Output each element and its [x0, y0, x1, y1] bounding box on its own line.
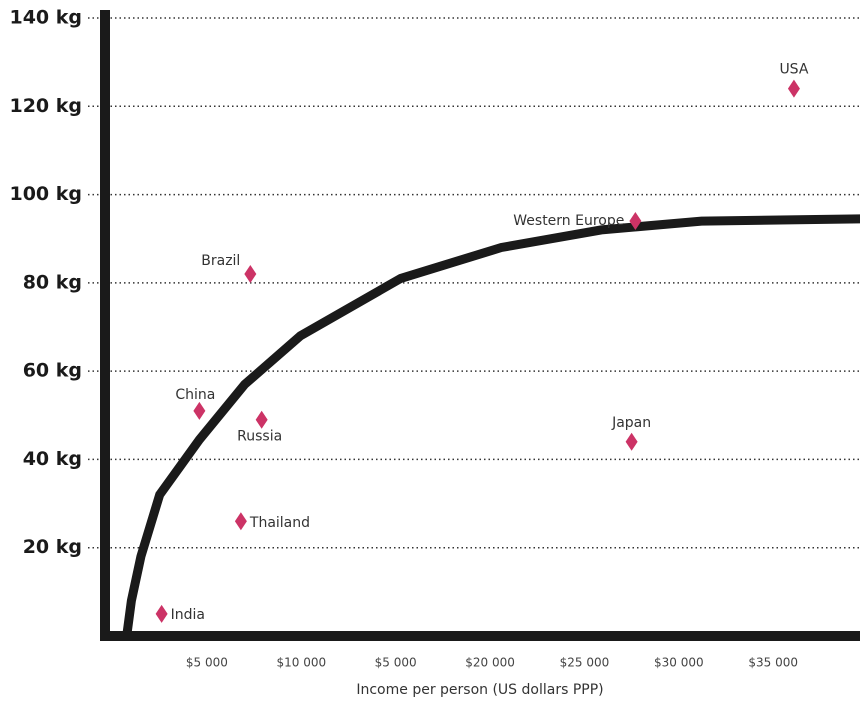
point-label: USA — [779, 62, 808, 78]
point-label: Russia — [237, 429, 282, 445]
x-tick-label: $20 000 — [465, 656, 515, 670]
point-label: Western Europe — [513, 213, 624, 229]
point-label: Brazil — [201, 253, 240, 269]
point-label: China — [175, 387, 215, 403]
point — [629, 212, 642, 231]
y-tick-label: 120 kg — [9, 95, 82, 117]
x-axis-label: Income per person (US dollars PPP) — [356, 682, 603, 698]
x-tick-label: $35 000 — [748, 656, 798, 670]
point — [234, 512, 247, 531]
point-label: India — [171, 607, 205, 623]
y-tick-label: 140 kg — [9, 7, 82, 29]
y-tick-label: 40 kg — [23, 448, 82, 470]
x-tick-label: $10 000 — [276, 656, 326, 670]
point — [244, 265, 257, 284]
x-tick-label: $5 000 — [186, 656, 228, 670]
y-tick-label: 80 kg — [23, 271, 82, 293]
x-tick-label: $5 000 — [375, 656, 417, 670]
y-tick-label: 20 kg — [23, 536, 82, 558]
point-label: Japan — [611, 415, 651, 431]
x-tick-label: $25 000 — [560, 656, 610, 670]
point — [193, 401, 206, 420]
point — [155, 604, 168, 623]
y-tick-label: 60 kg — [23, 360, 82, 382]
y-tick-label: 100 kg — [9, 183, 82, 205]
trend-line — [122, 214, 860, 637]
x-tick-label: $30 000 — [654, 656, 704, 670]
point-label: Thailand — [249, 515, 310, 531]
point — [625, 432, 638, 451]
point — [255, 410, 268, 429]
point — [787, 79, 800, 98]
